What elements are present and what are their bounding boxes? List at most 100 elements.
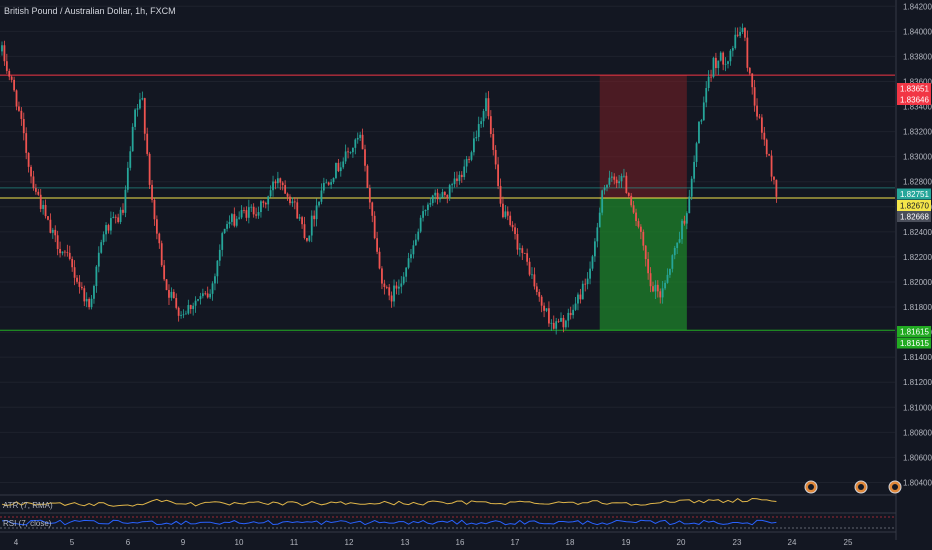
- grid-lines: [0, 5, 895, 483]
- candle-body: [567, 312, 570, 321]
- candle-body: [243, 210, 245, 211]
- price-tick-label: 1.81000: [903, 403, 932, 412]
- candle-body: [366, 165, 369, 188]
- candle-body: [758, 116, 761, 118]
- time-tick-label: 17: [511, 538, 520, 547]
- candle-body: [422, 211, 424, 218]
- candle-body: [581, 283, 584, 300]
- candle-body: [591, 256, 594, 269]
- candle-body: [736, 34, 739, 36]
- time-tick-label: 6: [126, 538, 131, 547]
- candle-body: [165, 279, 168, 291]
- candle-body: [235, 218, 238, 226]
- time-tick-label: 4: [14, 538, 19, 547]
- candle-body: [313, 215, 316, 220]
- candle-body: [649, 273, 652, 287]
- candle-body: [572, 309, 575, 316]
- candle-body: [543, 305, 545, 311]
- candle-body: [226, 224, 228, 229]
- candle-body: [458, 174, 461, 181]
- candle-body: [100, 242, 103, 253]
- candle-body: [666, 274, 669, 283]
- candle-body: [325, 182, 328, 184]
- candle-body: [49, 219, 52, 233]
- candle-body: [252, 206, 255, 215]
- candle-body: [349, 152, 352, 153]
- candle-body: [434, 192, 437, 196]
- candle-body: [424, 210, 427, 212]
- time-axis[interactable]: 4 5 6 9 10 11 12 13 16 17 18 19 20 23 24 25: [14, 538, 853, 547]
- candle-body: [608, 177, 611, 185]
- candle-body: [15, 90, 18, 107]
- candle-body: [155, 219, 158, 234]
- candle-body: [134, 109, 136, 127]
- candle-body: [71, 258, 74, 268]
- candle-body: [221, 233, 224, 250]
- candle-body: [352, 147, 354, 153]
- candle-body: [560, 317, 562, 322]
- candle-body: [683, 220, 686, 224]
- price-tick-label: 1.83000: [903, 153, 932, 162]
- time-tick-label: 10: [235, 538, 244, 547]
- candle-body: [97, 252, 100, 267]
- candle-body: [214, 276, 216, 284]
- candle-body: [402, 276, 405, 284]
- candle-body: [339, 167, 342, 172]
- candle-body: [555, 321, 558, 329]
- candle-body: [417, 231, 420, 240]
- event-icon[interactable]: [888, 480, 902, 494]
- price-tick-label: 1.80400: [903, 478, 932, 487]
- candle-body: [521, 248, 524, 253]
- event-icon[interactable]: [804, 480, 818, 494]
- candle-body: [446, 194, 449, 199]
- time-tick-label: 19: [622, 538, 631, 547]
- candle-body: [286, 193, 289, 197]
- candle-body: [175, 298, 178, 308]
- candle-body: [34, 188, 37, 192]
- candle-body: [124, 189, 127, 213]
- candle-body: [729, 50, 732, 62]
- candle-body: [535, 286, 538, 292]
- candle-body: [594, 241, 596, 257]
- candle-body: [693, 161, 696, 179]
- candle-body: [168, 290, 170, 298]
- candle-body: [647, 259, 650, 274]
- candle-body: [746, 37, 749, 68]
- candle-body: [642, 231, 645, 246]
- candle-body: [748, 67, 751, 74]
- candle-body: [8, 70, 11, 77]
- candle-body: [139, 99, 141, 109]
- candle-body: [671, 255, 674, 269]
- candle-body: [669, 268, 671, 275]
- candle-body: [548, 308, 550, 324]
- candle-body: [625, 175, 628, 194]
- candle-body: [122, 209, 124, 213]
- event-icon-inner: [808, 484, 814, 490]
- candle-body: [564, 320, 567, 328]
- candle-body: [741, 28, 744, 32]
- event-icon-inner: [858, 484, 864, 490]
- candle-body: [439, 197, 441, 200]
- candle-body: [688, 196, 691, 214]
- candle-body: [511, 224, 514, 228]
- candle-body: [114, 216, 117, 218]
- candle-body: [385, 287, 388, 288]
- event-icon-inner: [892, 484, 898, 490]
- event-icon[interactable]: [854, 480, 868, 494]
- candle-body: [158, 233, 161, 244]
- candle-body: [652, 286, 654, 292]
- candle-body: [620, 175, 623, 182]
- candle-body: [480, 121, 483, 125]
- candle-body: [557, 321, 560, 323]
- candle-body: [443, 192, 446, 195]
- candle-body: [187, 305, 190, 314]
- candle-body: [112, 216, 115, 219]
- candle-body: [477, 124, 480, 138]
- candle-body: [245, 210, 248, 218]
- event-icons[interactable]: [804, 480, 902, 494]
- candle-body: [143, 98, 146, 134]
- candle-body: [170, 291, 173, 298]
- candle-body: [482, 111, 485, 122]
